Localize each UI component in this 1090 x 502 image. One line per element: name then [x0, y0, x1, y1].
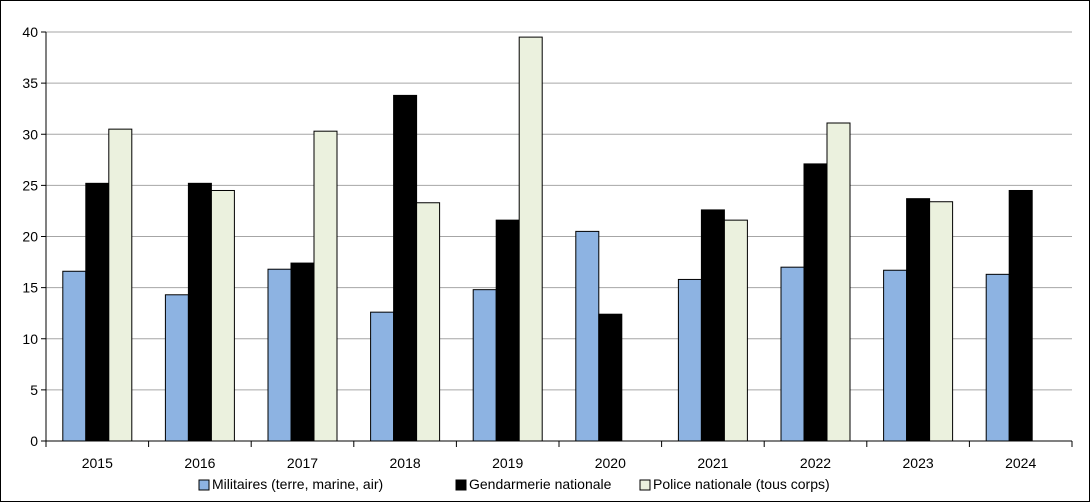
bar-2020-series-2 [598, 313, 623, 442]
legend-label: Police nationale (tous corps) [653, 476, 830, 492]
x-tick-label: 2023 [903, 455, 934, 471]
bar-2018-series-3 [416, 202, 441, 442]
bar-2022-series-2 [803, 163, 828, 442]
legend-label: Militaires (terre, marine, air) [212, 476, 383, 492]
axes [41, 31, 1073, 447]
x-tick-label: 2021 [697, 455, 728, 471]
bar-2015-series-2 [85, 182, 110, 442]
bar-2016-series-3 [210, 189, 235, 442]
legend-swatch [455, 479, 467, 491]
x-tick-label: 2015 [82, 455, 113, 471]
x-tick-label: 2018 [390, 455, 421, 471]
y-tick-label: 35 [22, 75, 38, 91]
bar-2019-series-3 [518, 36, 543, 442]
legend-swatch [198, 479, 210, 491]
bar-2023-series-3 [929, 201, 954, 442]
bar-2016-series-1 [164, 294, 189, 442]
bar-2024-series-2 [1008, 189, 1033, 442]
bar-2017-series-1 [267, 268, 292, 442]
bar-2017-series-2 [290, 262, 315, 442]
x-tick-label: 2017 [287, 455, 318, 471]
bar-2022-series-3 [826, 122, 851, 442]
bars [62, 36, 1033, 442]
bar-2016-series-2 [187, 182, 212, 442]
legend-label: Gendarmerie nationale [469, 476, 612, 492]
y-axis-tick-labels: 0 5 10 15 20 25 30 35 40 [22, 24, 38, 449]
y-tick-label: 20 [22, 229, 38, 245]
bar-2019-series-2 [495, 219, 520, 442]
x-tick-label: 2019 [492, 455, 523, 471]
x-tick-label: 2016 [184, 455, 215, 471]
bar-2020-series-1 [575, 230, 600, 442]
bar-2021-series-2 [700, 209, 725, 442]
legend: Militaires (terre, marine, air) Gendarmer… [198, 476, 830, 492]
bar-2015-series-1 [62, 270, 87, 442]
bar-2024-series-1 [985, 273, 1010, 442]
y-tick-label: 30 [22, 126, 38, 142]
bar-2017-series-3 [313, 130, 338, 442]
bar-2018-series-2 [393, 94, 418, 442]
bar-2018-series-1 [370, 311, 395, 442]
y-tick-label: 10 [22, 331, 38, 347]
bar-2015-series-3 [108, 128, 133, 442]
legend-swatch [639, 479, 651, 491]
bar-2022-series-1 [780, 266, 805, 442]
x-tick-label: 2022 [800, 455, 831, 471]
y-tick-label: 0 [30, 433, 38, 449]
y-tick-label: 25 [22, 177, 38, 193]
y-tick-label: 5 [30, 382, 38, 398]
bar-2021-series-1 [677, 278, 702, 442]
bar-2019-series-1 [472, 289, 497, 442]
x-tick-label: 2024 [1005, 455, 1036, 471]
x-tick-label: 2020 [595, 455, 626, 471]
bar-2023-series-1 [883, 269, 908, 442]
x-axis-tick-labels: 2015 2016 2017 2018 2019 2020 2021 2022 2023 2024 [82, 455, 1037, 471]
bar-2021-series-3 [723, 219, 748, 442]
bar-2023-series-2 [906, 198, 931, 442]
y-tick-label: 40 [22, 24, 38, 40]
y-tick-label: 15 [22, 280, 38, 296]
